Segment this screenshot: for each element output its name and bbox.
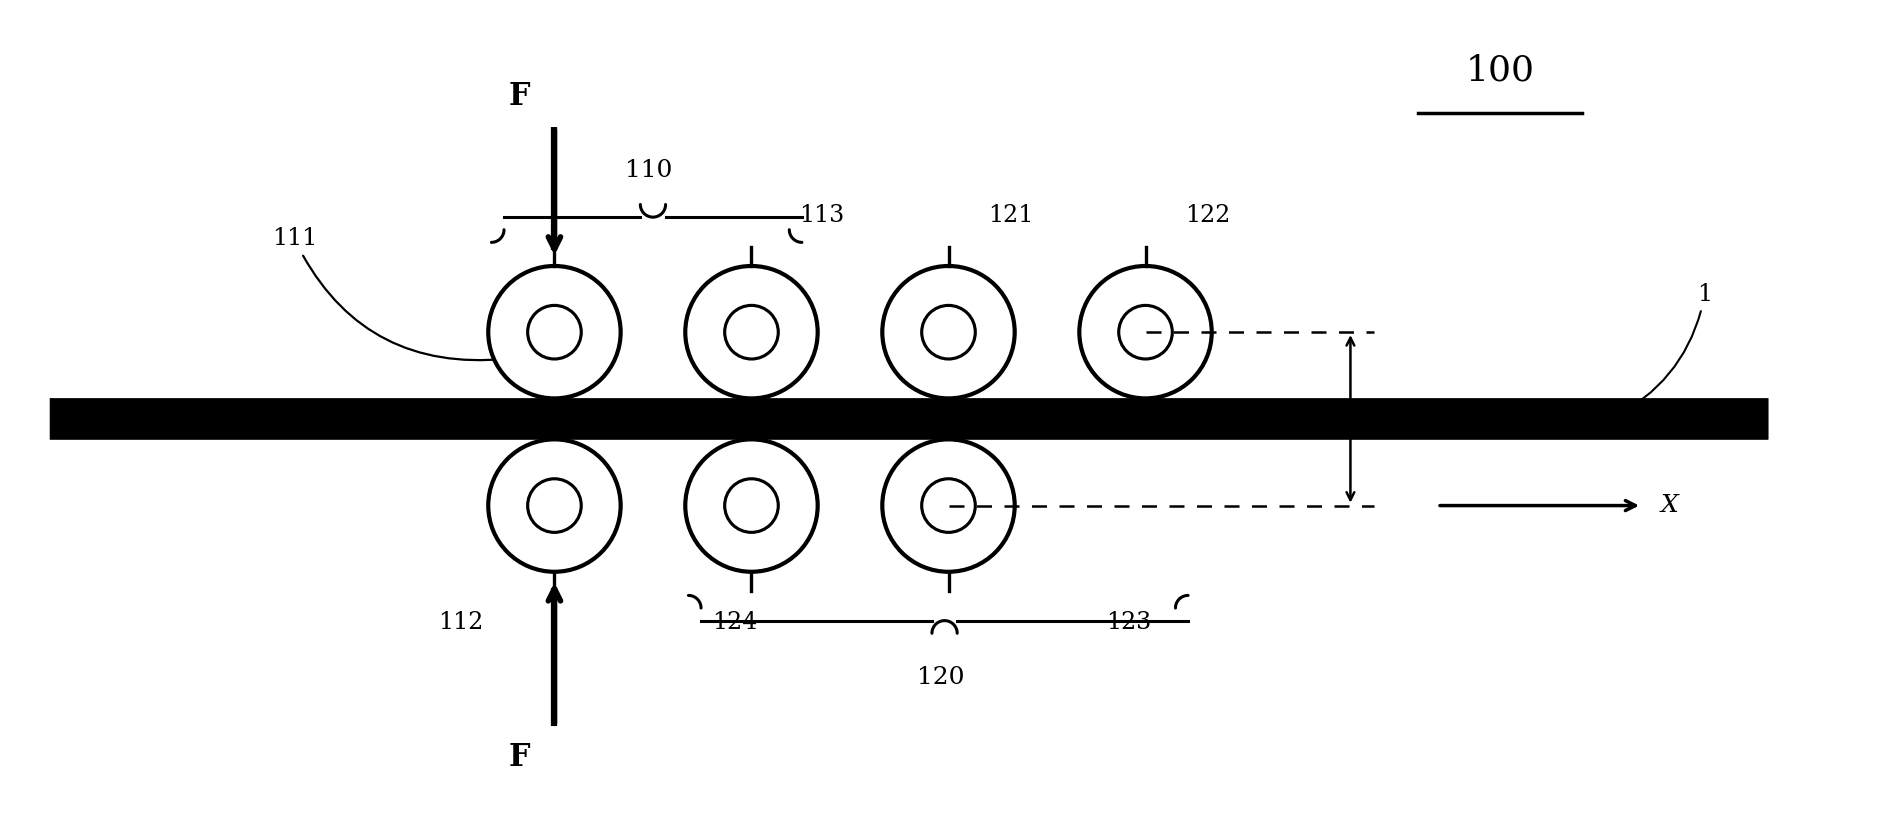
Ellipse shape [882, 266, 1015, 399]
Text: 100: 100 [1466, 53, 1535, 87]
Text: X: X [1662, 494, 1679, 517]
Text: 120: 120 [916, 667, 964, 690]
Ellipse shape [1079, 266, 1212, 399]
Text: F: F [508, 742, 531, 773]
Text: 112: 112 [438, 612, 484, 635]
Ellipse shape [685, 440, 818, 572]
Text: 123: 123 [1106, 612, 1151, 635]
Text: 1: 1 [1612, 283, 1713, 418]
Text: d: d [1366, 408, 1381, 431]
Ellipse shape [882, 440, 1015, 572]
Text: 111: 111 [271, 228, 505, 360]
Text: 110: 110 [626, 159, 673, 182]
Ellipse shape [685, 266, 818, 399]
Text: F: F [508, 81, 531, 112]
Text: 113: 113 [799, 204, 844, 227]
Text: 122: 122 [1186, 204, 1231, 227]
Ellipse shape [488, 440, 620, 572]
Text: 124: 124 [711, 612, 757, 635]
Polygon shape [49, 399, 1768, 440]
Text: 121: 121 [988, 204, 1034, 227]
Ellipse shape [488, 266, 620, 399]
